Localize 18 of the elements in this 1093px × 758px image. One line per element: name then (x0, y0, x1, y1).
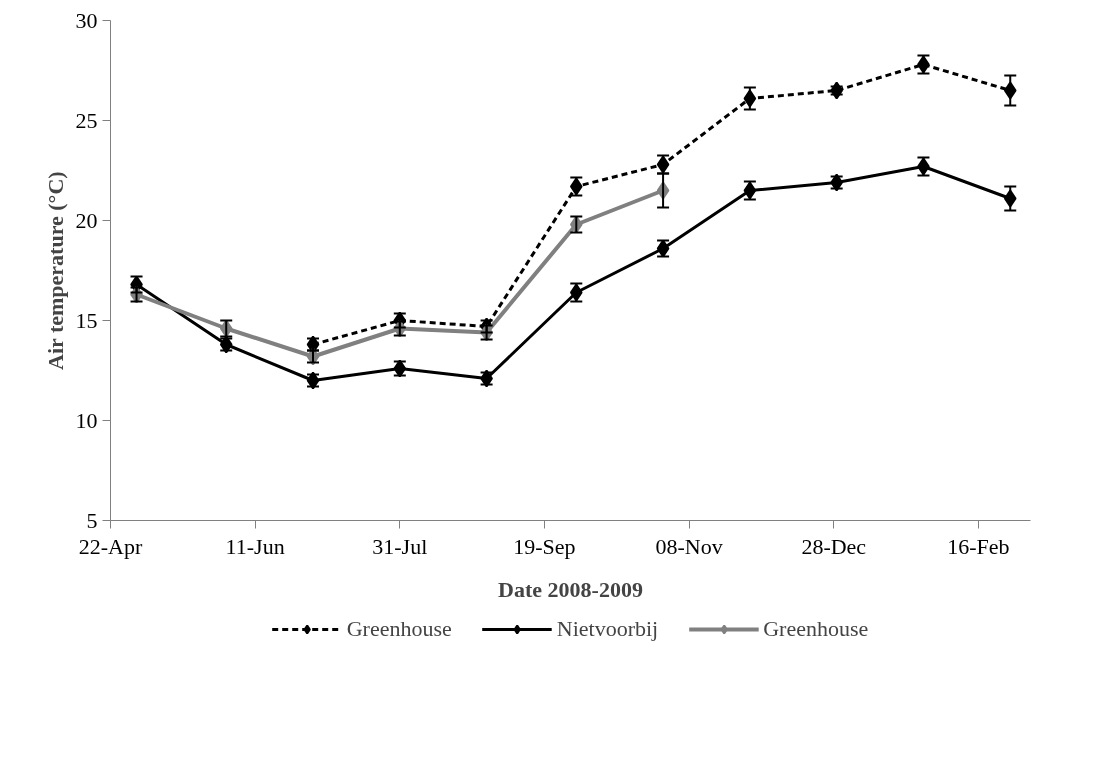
y-tick-label: 10 (75, 407, 98, 433)
y-axis-title: Air temperature (°C) (42, 171, 68, 370)
y-tick-label: 5 (86, 507, 98, 533)
legend-label: Greenhouse (763, 616, 869, 642)
legend-label: Greenhouse (346, 616, 452, 642)
x-tick-label: 19-Sep (513, 533, 576, 559)
x-tick-label: 22-Apr (78, 533, 143, 559)
x-tick-label: 11-Jun (225, 533, 285, 559)
x-tick-label: 16-Feb (947, 533, 1010, 559)
x-tick-label: 08-Nov (655, 533, 723, 559)
y-tick-label: 15 (75, 307, 98, 333)
y-tick-label: 20 (75, 207, 98, 233)
x-axis-title: Date 2008-2009 (498, 576, 643, 602)
y-tick-label: 30 (75, 7, 98, 33)
y-tick-label: 25 (75, 107, 98, 133)
x-tick-label: 31-Jul (372, 533, 428, 559)
legend-label: Nietvoorbij (556, 616, 659, 642)
x-tick-label: 28-Dec (801, 533, 867, 559)
